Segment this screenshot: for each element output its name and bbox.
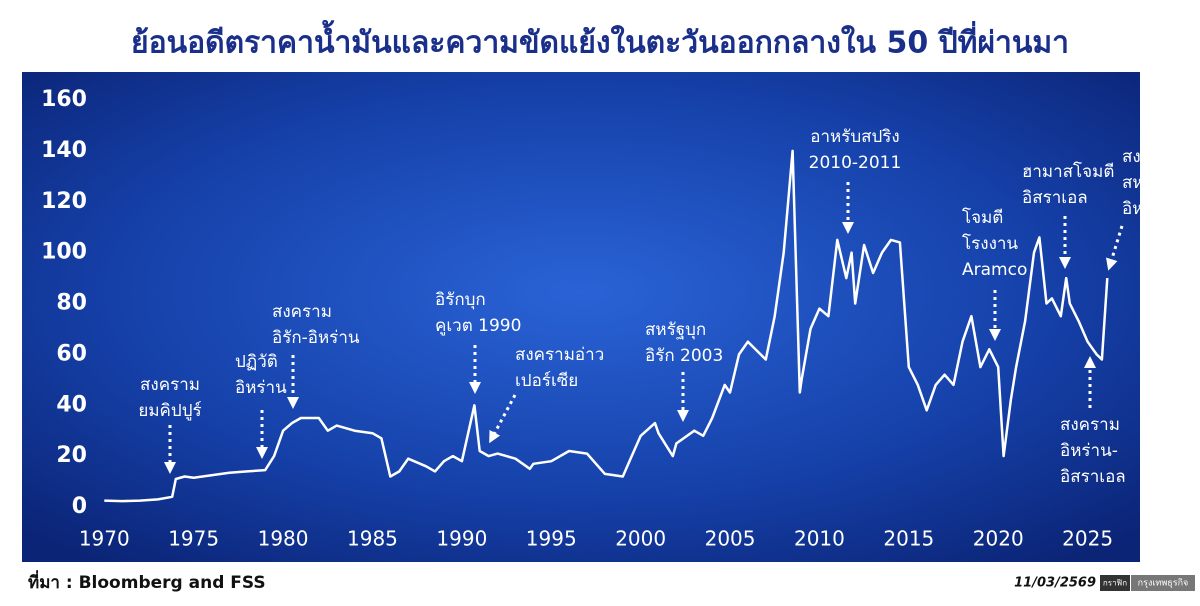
annotation: อิสราเอล [1060, 467, 1126, 487]
annotation: เปอร์เซีย [515, 371, 578, 391]
y-tick-label: 140 [41, 138, 87, 163]
y-tick-label: 80 [56, 291, 87, 316]
x-tick-label: 2020 [973, 527, 1024, 551]
logo-box [1131, 575, 1195, 591]
annotation: คูเวต 1990 [435, 316, 521, 336]
annotation: อิสราเอล [1022, 188, 1088, 208]
annotation: อิรัก-อิหร่าน [272, 328, 360, 348]
annotation: Aramco [962, 260, 1027, 280]
x-tick-label: 1990 [436, 527, 487, 551]
annotation: สงคราม [272, 302, 332, 322]
annotation: อิรักบุก [435, 290, 486, 310]
y-tick-label: 120 [41, 189, 87, 214]
x-tick-label: 2000 [615, 527, 666, 551]
y-tick-label: 40 [56, 392, 87, 417]
date: 11/03/2569 [1014, 576, 1096, 591]
y-tick-label: 100 [41, 240, 87, 265]
annotation: สงคราม [140, 375, 200, 395]
logo-box [1100, 575, 1130, 591]
annotation: อาหรับสปริง [810, 127, 899, 147]
annotation: 2010-2011 [809, 153, 902, 173]
annotation: โรงงาน [962, 233, 1018, 254]
logo-text: กราฟิก [1103, 579, 1127, 588]
x-tick-label: 1975 [168, 527, 219, 551]
annotation: สหรัฐบุก [645, 320, 706, 340]
y-tick-label: 160 [41, 87, 87, 112]
annotation: อิหร่าน [1122, 199, 1174, 219]
y-tick-label: 0 [72, 494, 87, 519]
x-tick-label: 2025 [1062, 527, 1113, 551]
x-tick-label: 2010 [794, 527, 845, 551]
annotation: สงคราม [1122, 147, 1182, 167]
annotation: ยมคิปปูร์ [138, 401, 201, 421]
annotation-arrow [489, 394, 517, 444]
x-tick-label: 1995 [526, 527, 577, 551]
x-tick-label: 2005 [705, 527, 756, 551]
y-tick-label: 60 [56, 341, 87, 366]
annotation: สหรัฐฯ- [1122, 173, 1178, 193]
plot-background [22, 72, 1140, 562]
x-tick-label: 1970 [79, 527, 130, 551]
y-tick-label: 20 [56, 443, 87, 468]
annotation: ฮามาสโจมตี [1022, 161, 1114, 182]
annotation: โจมตี [962, 207, 1003, 228]
source: ที่มา : Bloomberg and FSS [28, 570, 266, 593]
x-tick-label: 1985 [347, 527, 398, 551]
annotation: ปฏิวัติ [235, 352, 278, 372]
annotation: สงคราม [1060, 415, 1120, 435]
annotation: อิรัก 2003 [645, 346, 723, 366]
price-line [104, 149, 1109, 503]
logo-text: กรุงเทพธุรกิจ [1138, 578, 1189, 589]
x-tick-label: 2015 [883, 527, 934, 551]
annotation: อิหร่าน- [1060, 441, 1118, 461]
x-tick-label: 1980 [258, 527, 309, 551]
annotation: สงครามอ่าว [515, 345, 604, 365]
chart-title: ย้อนอดีตราคาน้ำมันและความขัดแย้งในตะวันอ… [131, 20, 1069, 61]
annotation: อิหร่าน [235, 378, 287, 398]
